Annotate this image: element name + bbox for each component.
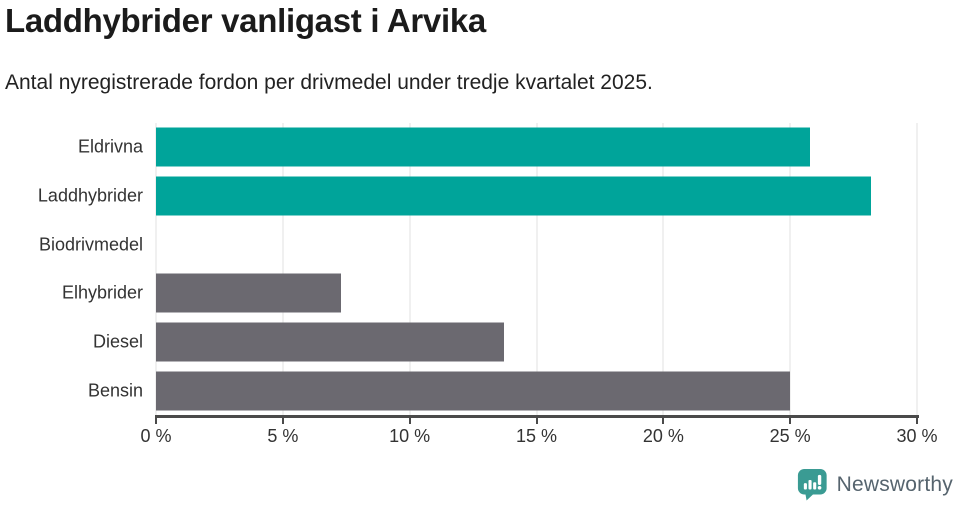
axis-tick-label-5: 5 %	[267, 426, 299, 446]
bar-chart-plot-area: Eldrivna Laddhybrider Biodrivmedel Elhybrid…	[38, 123, 918, 415]
exclamation-bar	[817, 474, 821, 485]
chart-row-diesel: Diesel	[93, 318, 917, 367]
gridline-0	[155, 123, 157, 415]
axis-tick-label-10: 10 %	[389, 426, 431, 446]
chart-row-laddhybrider: Laddhybrider	[38, 172, 917, 221]
x-axis-line	[155, 415, 919, 418]
chart-title: Laddhybrider vanligast i Arvika	[5, 2, 486, 39]
chart-row-eldrivna: Eldrivna	[78, 123, 917, 172]
chart-row-elhybrider: Elhybrider	[62, 269, 917, 318]
newsworthy-wordmark: Newsworthy	[836, 472, 953, 496]
axis-tick-label-25: 25 %	[769, 426, 811, 446]
chart-row-bensin: Bensin	[88, 366, 917, 415]
gridline-15	[536, 123, 537, 415]
axis-tick-0	[155, 418, 157, 424]
axis-tick-20	[662, 418, 665, 424]
bar-elhybrider	[156, 273, 342, 313]
axis-tick-label-0: 0 %	[140, 426, 172, 446]
newsworthy-logo: Newsworthy	[797, 468, 953, 501]
chart-row-biodrivmedel: Biodrivmedel	[39, 220, 917, 269]
gridline-5	[282, 123, 284, 415]
category-label-diesel: Diesel	[92, 331, 143, 352]
category-label-elhybrider: Elhybrider	[61, 282, 143, 303]
bar-bensin	[156, 371, 791, 411]
chart-subtitle: Antal nyregistrerade fordon per drivmede…	[5, 71, 653, 94]
category-label-bensin: Bensin	[87, 380, 143, 401]
speech-bubble-shape	[797, 469, 827, 495]
axis-tick-25	[789, 418, 792, 424]
axis-tick-label-30: 30 %	[896, 426, 938, 446]
x-axis: 0 % 5 % 10 % 15 % 20 % 25 % 30 %	[140, 415, 938, 455]
category-label-eldrivna: Eldrivna	[77, 136, 143, 157]
newsworthy-bar-chart-bubble-icon	[797, 469, 827, 501]
bar-eldrivna	[156, 127, 811, 167]
axis-tick-15	[535, 418, 538, 424]
bar-laddhybrider	[156, 176, 872, 216]
category-label-laddhybrider: Laddhybrider	[37, 185, 143, 206]
axis-tick-label-20: 20 %	[642, 426, 684, 446]
category-label-biodrivmedel: Biodrivmedel	[38, 234, 143, 255]
mini-bar-1	[803, 483, 807, 490]
axis-tick-30	[916, 418, 918, 424]
bar-diesel	[156, 322, 504, 362]
mini-bar-2	[808, 479, 812, 490]
axis-tick-5	[281, 418, 284, 424]
gridline-30	[916, 123, 918, 415]
axis-tick-label-15: 15 %	[515, 426, 558, 446]
exclamation-dot	[817, 485, 822, 490]
axis-tick-10	[408, 418, 411, 424]
gridline-10	[409, 123, 411, 415]
speech-bubble-tail	[804, 492, 815, 501]
mini-bar-3	[812, 482, 816, 490]
gridline-20	[662, 123, 664, 415]
gridline-25	[789, 123, 791, 415]
